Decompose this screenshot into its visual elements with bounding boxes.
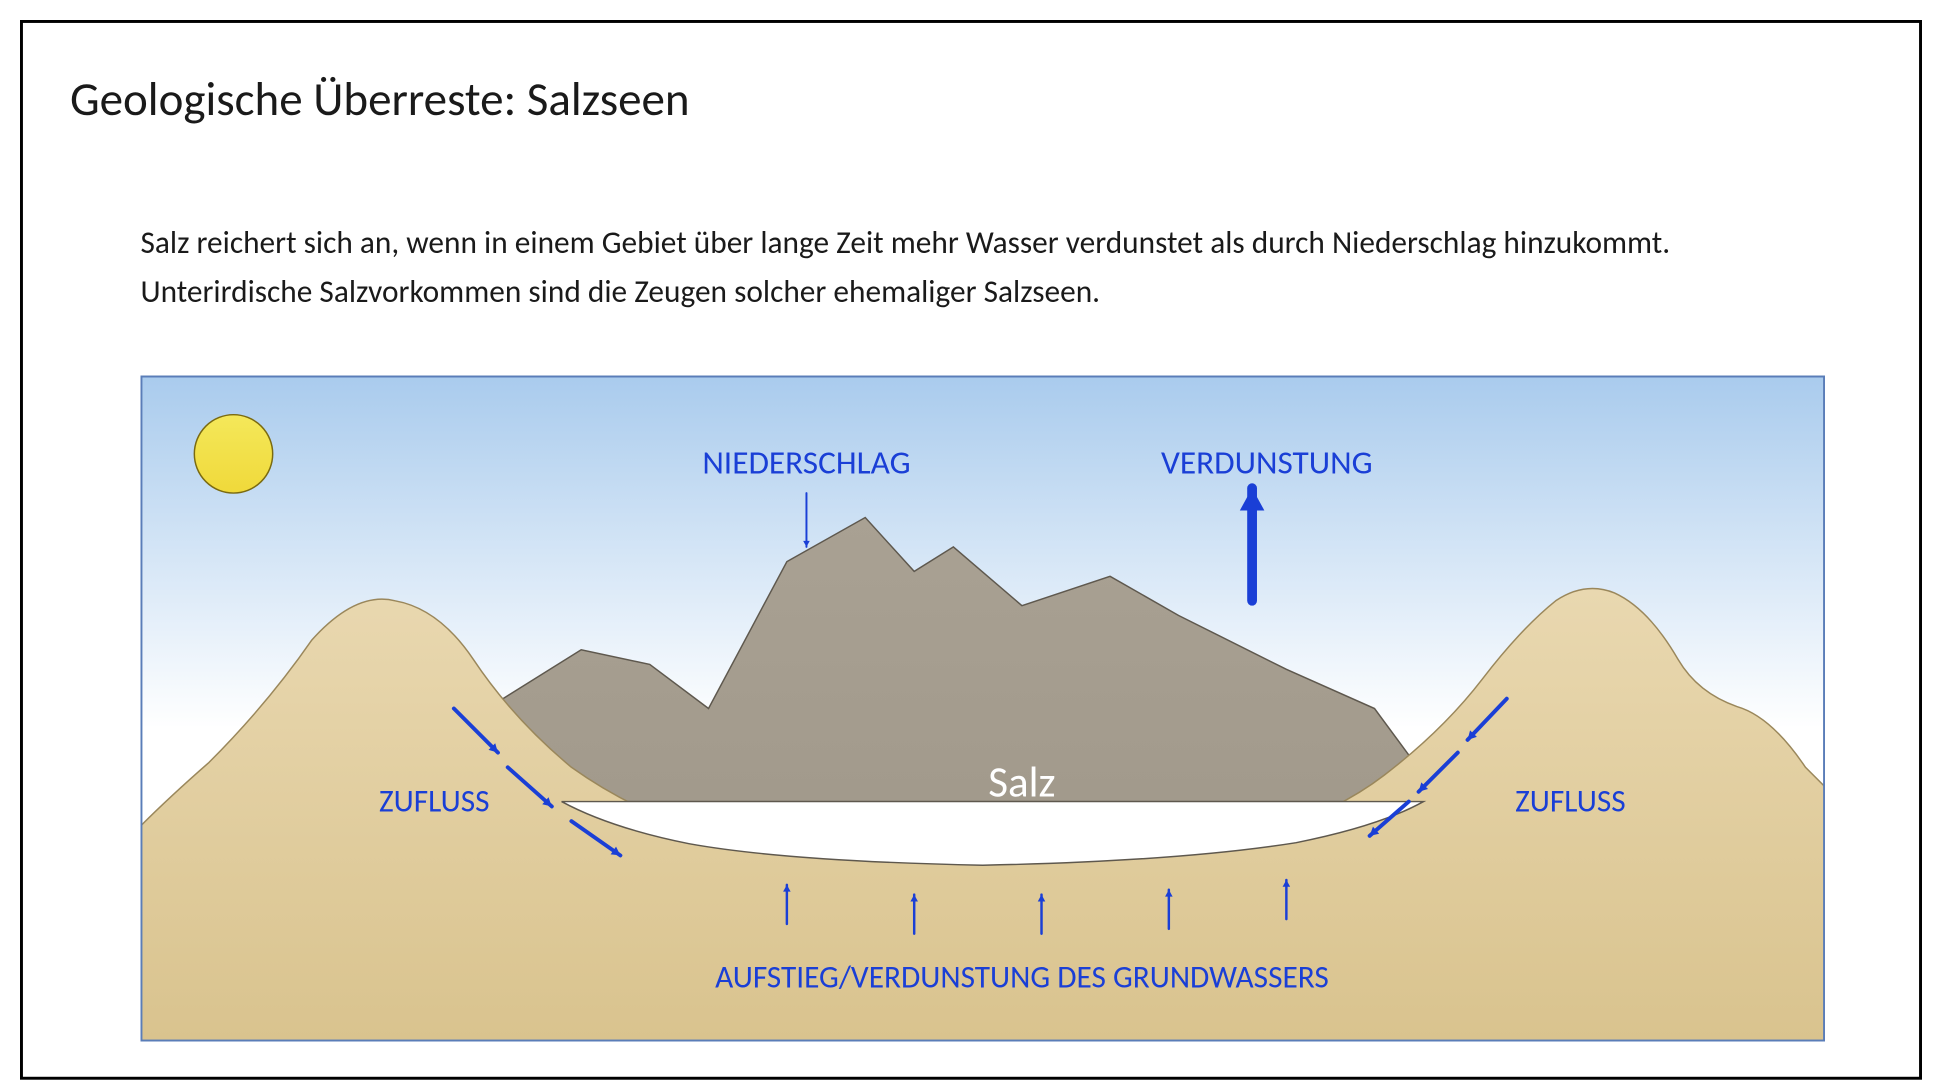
- description-block: Salz reichert sich an, wenn in einem Geb…: [140, 219, 1860, 316]
- label-niederschlag: NIEDERSCHLAG: [702, 441, 910, 482]
- label-verdunstung: VERDUNSTUNG: [1161, 441, 1373, 482]
- label-zufluss-left: ZUFLUSS: [379, 782, 490, 820]
- page-frame: Geologische Überreste: Salzseen Salz rei…: [20, 20, 1922, 1080]
- page-title: Geologische Überreste: Salzseen: [70, 70, 690, 128]
- description-line-1: Salz reichert sich an, wenn in einem Geb…: [140, 219, 1860, 268]
- diagram-container: NIEDERSCHLAG VERDUNSTUNG ZUFLUSS ZUFLUSS…: [140, 376, 1825, 1042]
- label-salz: Salz: [988, 756, 1055, 809]
- sun-icon: [194, 415, 272, 493]
- salt-lake-diagram: NIEDERSCHLAG VERDUNSTUNG ZUFLUSS ZUFLUSS…: [140, 376, 1825, 1042]
- label-zufluss-right: ZUFLUSS: [1515, 782, 1626, 820]
- label-grundwasser: AUFSTIEG/VERDUNSTUNG DES GRUNDWASSERS: [715, 959, 1329, 997]
- description-line-2: Unterirdische Salzvorkommen sind die Zeu…: [140, 267, 1860, 316]
